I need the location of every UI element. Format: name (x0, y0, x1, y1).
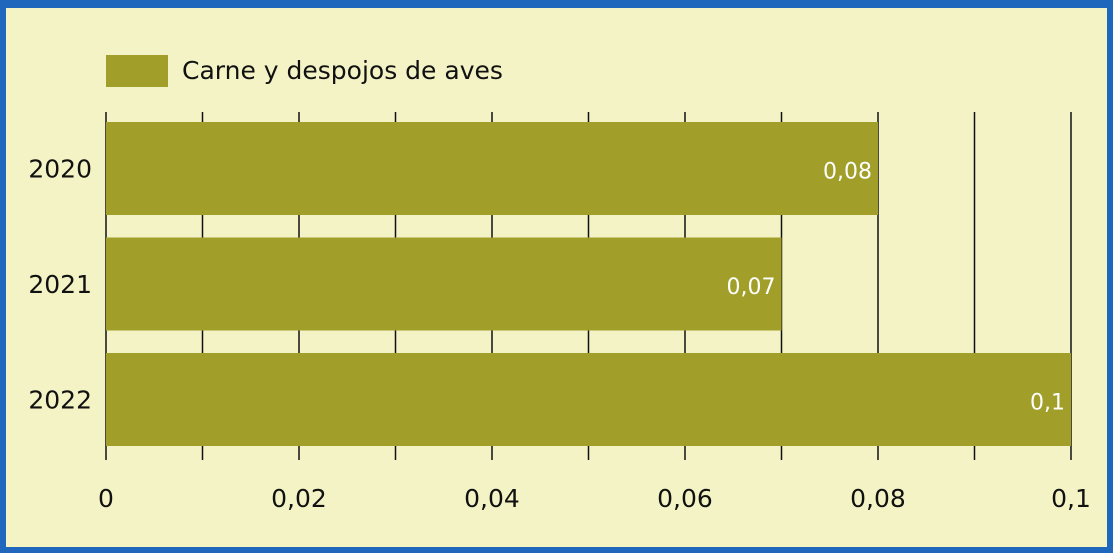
value-label: 0,08 (823, 160, 872, 185)
legend-swatch (106, 55, 168, 87)
x-tick-label: 0,04 (464, 484, 520, 513)
value-label: 0,1 (1030, 391, 1065, 416)
bar (106, 353, 1071, 446)
y-tick-label: 2020 (28, 155, 92, 184)
value-label: 0,07 (727, 275, 776, 300)
y-tick-label: 2022 (28, 386, 92, 415)
legend-label: Carne y despojos de aves (182, 56, 503, 85)
x-tick-label: 0,08 (850, 484, 906, 513)
bar (106, 237, 782, 331)
x-tick-label: 0,06 (657, 484, 713, 513)
x-tick-label: 0,02 (271, 484, 327, 513)
x-tick-label: 0 (98, 484, 114, 513)
x-tick-label: 0,1 (1051, 484, 1091, 513)
y-tick-label: 2021 (28, 270, 92, 299)
bar (106, 122, 878, 215)
